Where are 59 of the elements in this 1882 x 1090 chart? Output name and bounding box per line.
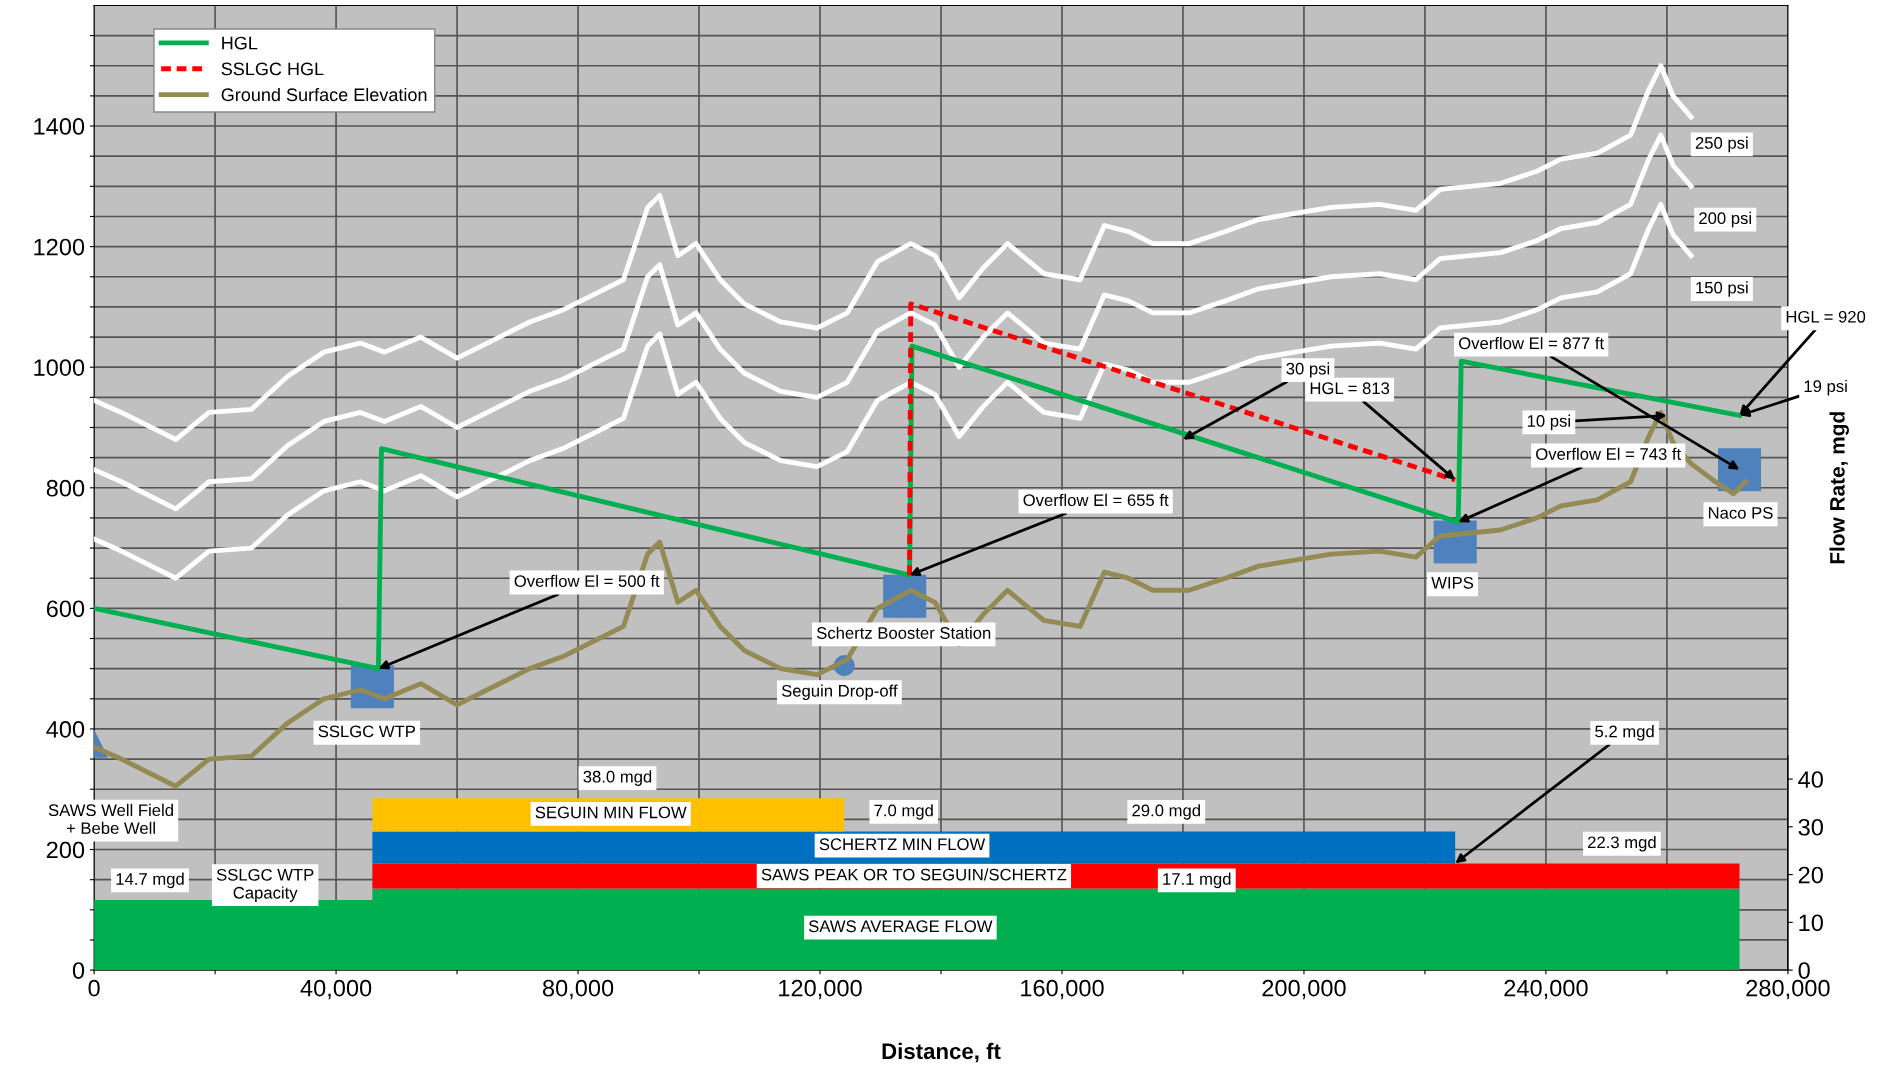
y2-tick-label: 10 [1799, 914, 1823, 932]
y2-axis-title: Flow Rate, mgd [1829, 412, 1849, 564]
y2-tick-label: 0 [1798, 962, 1810, 979]
annotation: SAWS Well Field + Bebe Well [48, 803, 173, 835]
x-axis-title: Distance, ft [882, 1042, 1001, 1063]
annotation: 5.2 mgd [1595, 725, 1654, 741]
x-tick-label: 80,000 [542, 979, 614, 1000]
y-tick-label: 200 [46, 841, 85, 859]
annotation: Overflow El = 500 ft [514, 574, 660, 588]
line-series [94, 409, 1748, 789]
annotation: 22.3 mgd [1588, 835, 1656, 852]
annotation: 7.0 mgd [874, 804, 933, 820]
legend-label: Ground Surface Elevation [221, 87, 427, 102]
annotation: 150 psi [1696, 281, 1748, 297]
annotation: Seguin Drop-off [781, 684, 898, 701]
annotation: Naco PS [1708, 506, 1773, 519]
annotation: SSLGC WTP [318, 725, 415, 738]
x-tick-label: 240,000 [1504, 979, 1588, 1000]
annotation: SEGUIN MIN FLOW [535, 806, 687, 819]
annotation: 30 psi [1286, 362, 1330, 378]
annotation: 250 psi [1695, 136, 1748, 153]
x-tick-label: 40,000 [300, 979, 372, 1000]
y-tick-label: 800 [46, 479, 85, 497]
y-tick-label: 400 [46, 721, 85, 738]
x-tick-label: 280,000 [1746, 979, 1830, 1000]
annotation: 29.0 mgd [1132, 804, 1200, 820]
annotation: SAWS AVERAGE FLOW [808, 920, 993, 933]
annotation: HGL = 920 [1786, 310, 1866, 323]
y-tick-label: 1400 [34, 118, 85, 135]
y-tick-label: 0 [72, 962, 85, 979]
annotation: 200 psi [1699, 211, 1751, 228]
annotation: SSLGC WTP Capacity [216, 868, 314, 902]
annotation: SAWS PEAK OR TO SEGUIN/SCHERTZ [761, 868, 1067, 881]
annotation: Overflow El = 877 ft [1459, 336, 1604, 350]
x-tick-label: 200,000 [1262, 979, 1346, 1000]
annotation: WIPS [1431, 576, 1474, 589]
annotation: Overflow El = 743 ft [1536, 447, 1682, 460]
x-tick-label: 160,000 [1021, 979, 1104, 1000]
annotation: 19 psi [1804, 379, 1847, 396]
annotation: 17.1 mgd [1163, 872, 1231, 889]
legend-label: SSLGC HGL [221, 62, 324, 76]
y-tick-label: 1200 [34, 238, 85, 256]
y2-tick-label: 30 [1798, 818, 1823, 836]
annotation: 38.0 mgd [583, 770, 652, 786]
annotation: 10 psi [1527, 414, 1570, 431]
line-series [94, 132, 1694, 512]
annotation: 14.7 mgd [116, 872, 184, 889]
annotation: SCHERTZ MIN FLOW [819, 838, 986, 851]
annotation: Overflow El = 655 ft [1023, 493, 1169, 507]
y-tick-label: 600 [46, 600, 85, 618]
y2-tick-label: 20 [1798, 866, 1823, 884]
y2-tick-label: 40 [1798, 771, 1823, 788]
annotation: HGL = 813 [1310, 382, 1390, 395]
x-tick-label: 0 [88, 979, 100, 997]
legend-label: HGL [222, 36, 258, 50]
x-tick-label: 120,000 [779, 979, 862, 1000]
line-series [94, 63, 1694, 442]
y-tick-label: 1000 [34, 359, 85, 376]
annotation: Schertz Booster Station [816, 626, 991, 639]
